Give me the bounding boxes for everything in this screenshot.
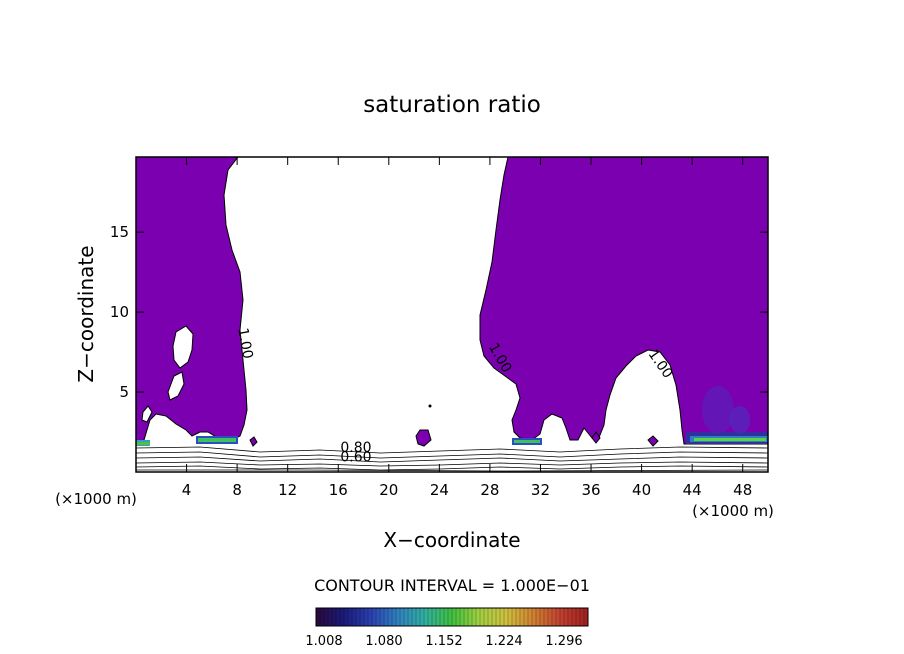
saturated-cell: [415, 429, 432, 447]
x-tick-label: 8: [232, 481, 242, 499]
y-tick-label: 10: [110, 303, 129, 321]
contour-interval-text: CONTOUR INTERVAL = 1.000E−01: [314, 576, 590, 595]
small-cell-dot: [428, 404, 432, 408]
plot-frame: [135, 156, 769, 473]
x-axis: 4 8 12 16 20 24 28 32 36 40 44 48: [182, 157, 752, 499]
unsaturated-hole: [172, 325, 194, 369]
colorbar-divisions: [319, 608, 585, 626]
unsaturated-hole: [167, 371, 185, 401]
x-unit-left: (×1000 m): [55, 490, 137, 508]
saturated-cell: [591, 431, 601, 444]
x-tick-label: 20: [379, 481, 398, 499]
x-tick-label: 32: [531, 481, 550, 499]
x-tick-label: 40: [632, 481, 651, 499]
colorbar-tick-label: 1.152: [425, 634, 462, 649]
x-tick-label: 24: [430, 481, 449, 499]
contour-label: 1.00: [234, 327, 255, 360]
saturated-cell: [647, 435, 659, 447]
x-unit-right: (×1000 m): [692, 502, 774, 520]
surface-contours: [136, 446, 768, 472]
saturated-region-left: [136, 157, 248, 445]
y-axis-label: Z−coordinate: [74, 245, 98, 382]
unsaturated-hole: [141, 405, 153, 423]
colorbar-tick-label: 1.296: [545, 634, 582, 649]
plot-area: [136, 157, 768, 472]
x-tick-label: 36: [581, 481, 600, 499]
colorbar-tick-label: 1.080: [365, 634, 402, 649]
x-tick-label: 12: [278, 481, 297, 499]
saturated-cell: [249, 436, 258, 447]
x-tick-label: 28: [480, 481, 499, 499]
x-tick-label: 4: [182, 481, 192, 499]
x-tick-label: 44: [683, 481, 702, 499]
x-axis-label: X−coordinate: [383, 528, 520, 552]
chart-title: saturation ratio: [363, 92, 541, 118]
contour-label: 0.60: [340, 450, 371, 466]
contour-label: 0.80: [340, 440, 371, 456]
colorbar-tick-label: 1.224: [485, 634, 522, 649]
y-axis: 5 10 15: [110, 223, 768, 401]
y-tick-label: 15: [110, 223, 129, 241]
x-tick-label: 48: [733, 481, 752, 499]
high-saturation-bands: [136, 386, 768, 446]
y-tick-label: 5: [119, 383, 129, 401]
x-tick-label: 16: [329, 481, 348, 499]
colorbar-ticks: 1.008 1.080 1.152 1.224 1.296: [305, 634, 582, 649]
colorbar-tick-label: 1.008: [305, 634, 342, 649]
saturated-region-right: [479, 157, 768, 445]
